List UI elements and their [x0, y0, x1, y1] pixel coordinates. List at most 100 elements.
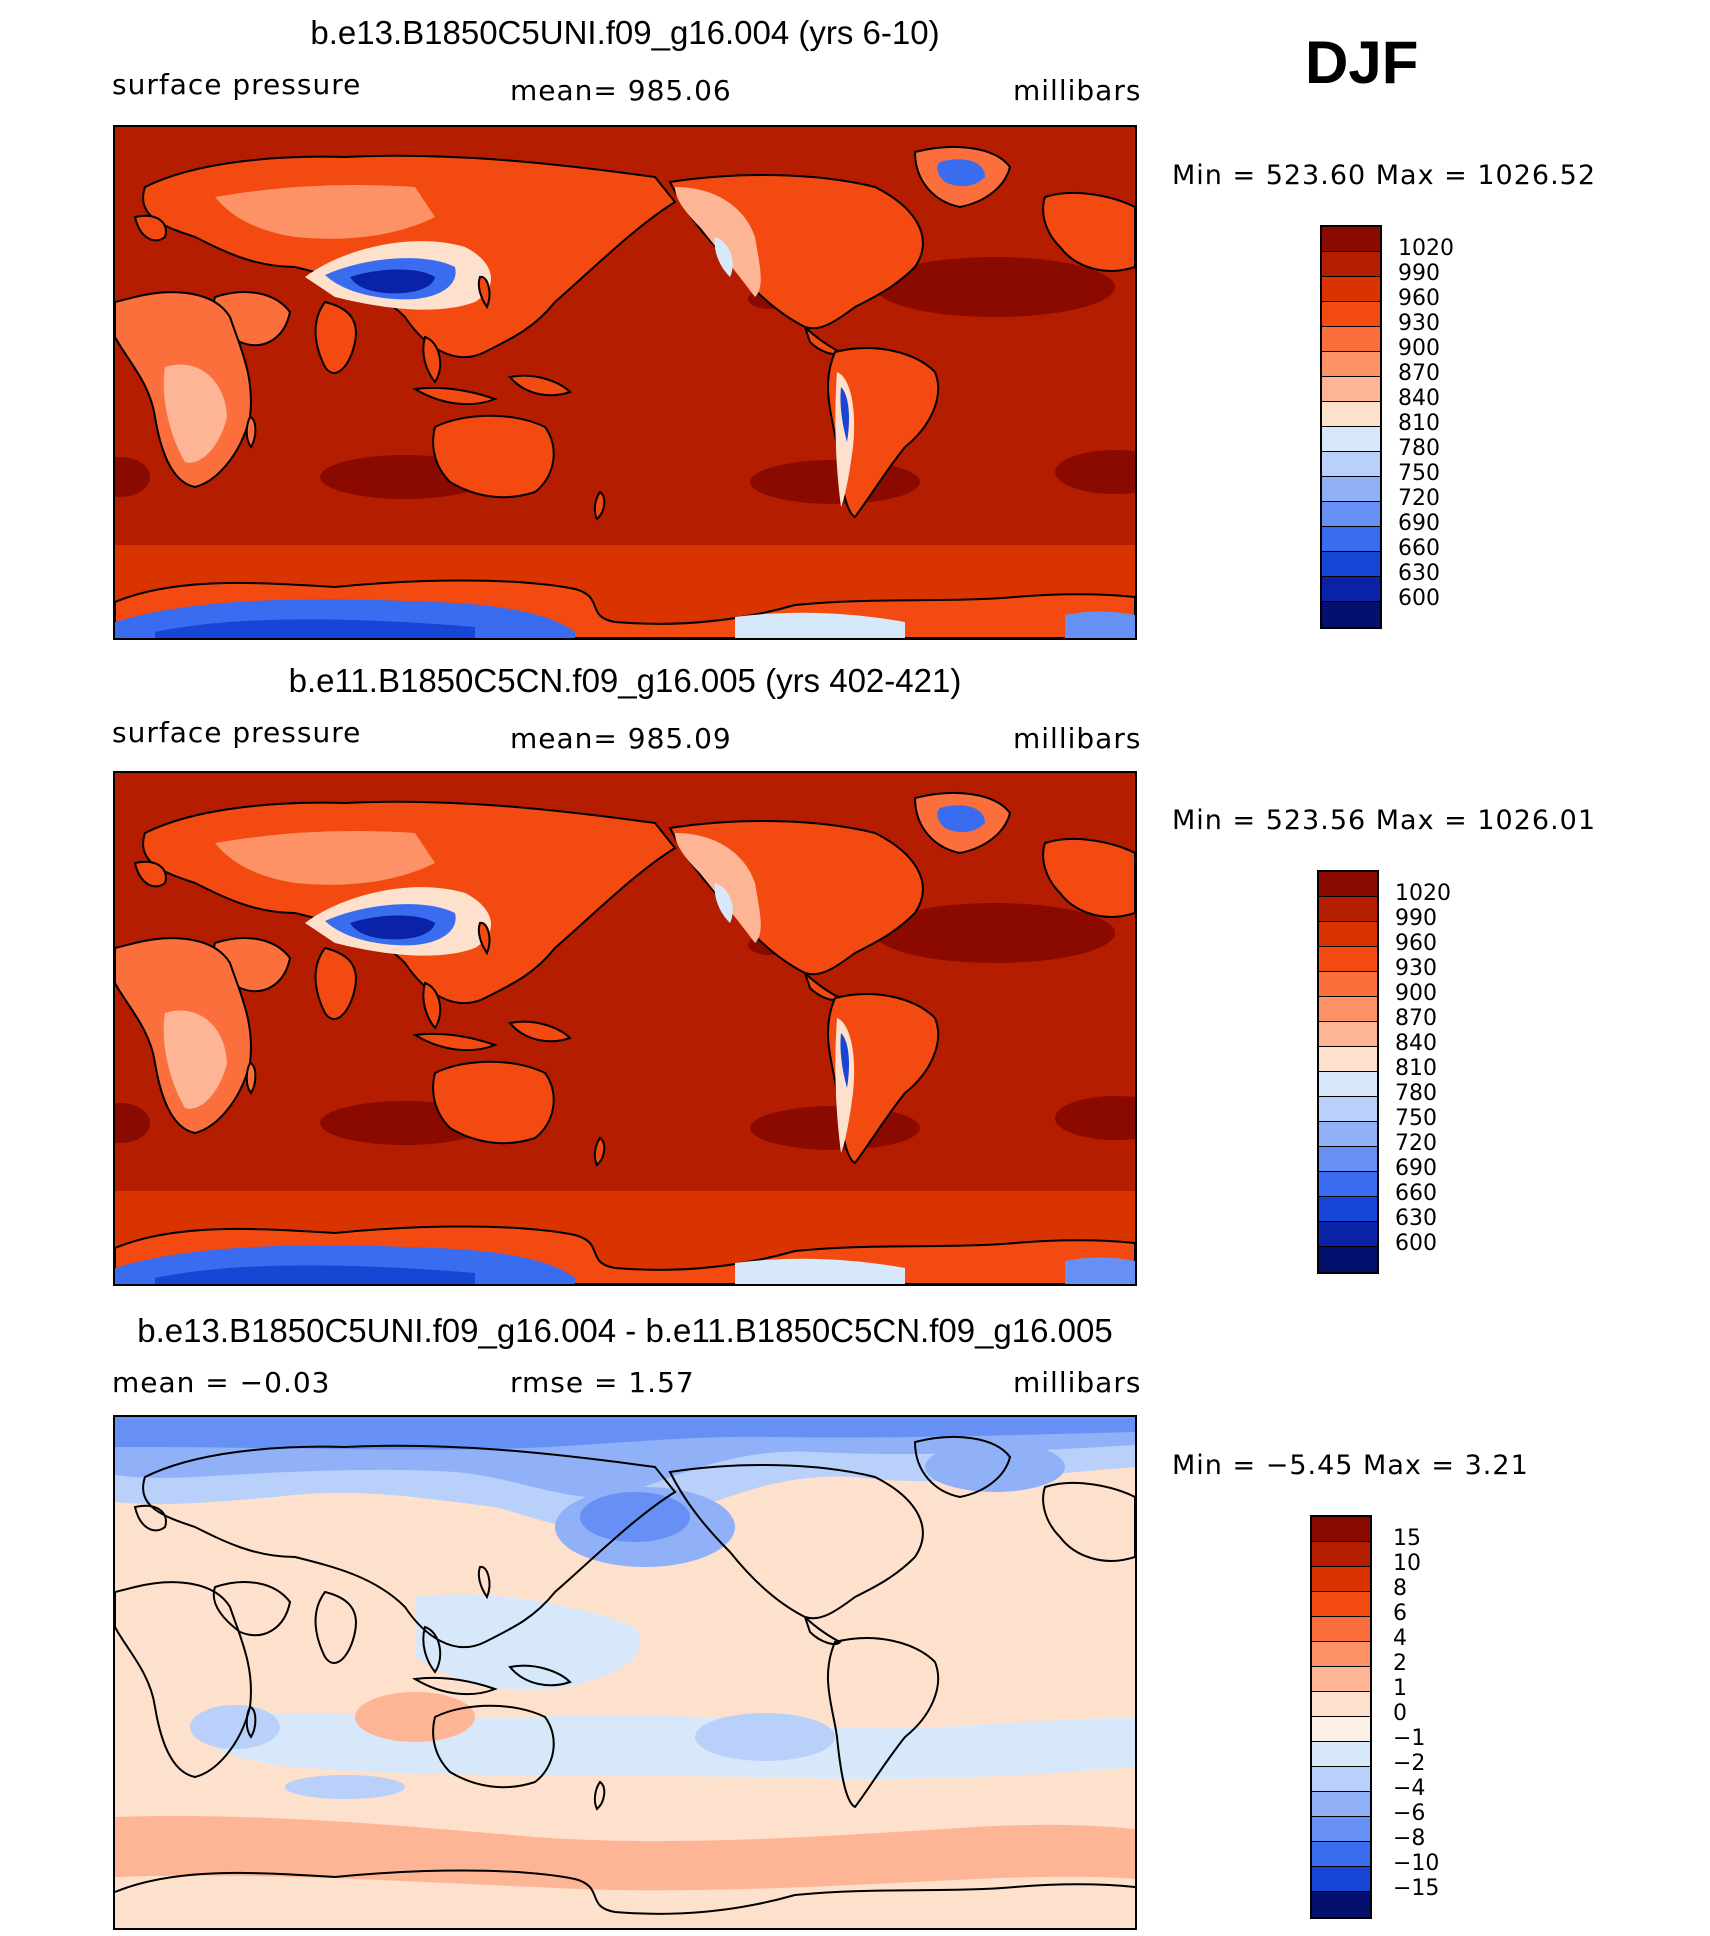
colorbar-swatch [1322, 377, 1380, 402]
panel1-south-america [826, 347, 940, 519]
panel2-high-south-atlantic [1055, 1096, 1135, 1140]
colorbar-tick-label: 0 [1393, 1701, 1407, 1726]
colorbar-swatch [1322, 402, 1380, 427]
panel1-antarctica-east [735, 612, 905, 638]
colorbar-tick-label: 840 [1395, 1031, 1437, 1056]
panel1-rockies-peak [714, 237, 733, 277]
panel3-north-america-coast [668, 1464, 924, 1620]
panel2-high-west [115, 1103, 150, 1143]
panel1-antarctica-east2 [1065, 611, 1135, 638]
panel2-minmax: Min = 523.56 Max = 1026.01 [1172, 805, 1597, 836]
panel2-high-azores [875, 903, 1115, 963]
colorbar-swatch [1319, 1197, 1377, 1222]
colorbar-swatch [1319, 1072, 1377, 1097]
colorbar-tick-label: −6 [1393, 1801, 1426, 1826]
colorbar-tick-label: −4 [1393, 1776, 1426, 1801]
colorbar-tick-label: 990 [1395, 906, 1437, 931]
colorbar-swatch [1319, 1122, 1377, 1147]
panel1-africa-plateau [163, 364, 227, 463]
panel2-uk [133, 860, 167, 888]
panel2-antarctica-east [735, 1258, 905, 1284]
colorbar-swatch [1312, 1767, 1370, 1792]
colorbar-tick-label: 1020 [1395, 881, 1451, 906]
colorbar-tick-label: 870 [1398, 361, 1440, 386]
colorbar-tick-label: 810 [1398, 411, 1440, 436]
colorbar-swatch [1319, 997, 1377, 1022]
season-label: DJF [1305, 29, 1419, 96]
panel2-map [113, 771, 1137, 1286]
colorbar-tick-label: 930 [1398, 311, 1440, 336]
colorbar-tick-label: 690 [1398, 511, 1440, 536]
colorbar-swatch [1312, 1842, 1370, 1867]
colorbar-tick-label: 690 [1395, 1156, 1437, 1181]
panel2-high-south-pacific [750, 1106, 920, 1150]
panel2-antarctica-east2 [1065, 1257, 1135, 1284]
colorbar-swatch [1319, 972, 1377, 997]
panel3-map-svg [115, 1417, 1135, 1928]
colorbar-tick-label: 600 [1398, 586, 1440, 611]
panel3-south-pacific-neg [695, 1713, 835, 1761]
colorbar-tick-label: −8 [1393, 1826, 1426, 1851]
panel2-map-svg [115, 773, 1135, 1284]
panel3-units-label: millibars [1013, 1366, 1142, 1399]
panel3-mean-label: mean = −0.03 [112, 1366, 331, 1399]
colorbar-swatch [1319, 1222, 1377, 1247]
colorbar-swatch [1312, 1717, 1370, 1742]
colorbar-tick-label: 15 [1393, 1526, 1421, 1551]
panel1-eurasia-interior [215, 185, 435, 239]
panel3-central-america-coast [804, 1616, 842, 1645]
colorbar-tick-label: 10 [1393, 1551, 1421, 1576]
colorbar-swatch [1322, 252, 1380, 277]
colorbar-swatch [1319, 1172, 1377, 1197]
panel3-map [113, 1415, 1137, 1930]
panel3-new-zealand-coast [593, 1780, 606, 1811]
panel3-australia-coast [432, 1704, 555, 1789]
panel2-indochina [422, 981, 442, 1030]
panel3-rmse-label: rmse = 1.57 [510, 1366, 695, 1399]
panel1-uk [133, 214, 167, 242]
colorbar-tick-label: 990 [1398, 261, 1440, 286]
panel3-madagascar-coast [245, 1705, 257, 1739]
panel2-colorbar [1317, 870, 1379, 1274]
panel1-andes-rim [835, 372, 855, 507]
panel2-units-label: millibars [1013, 722, 1142, 755]
panel2-new-zealand [593, 1136, 606, 1167]
panel3-coastlines [115, 1436, 1135, 1915]
colorbar-swatch [1312, 1642, 1370, 1667]
panel2-europe-east-edge [1042, 837, 1135, 918]
colorbar-swatch [1312, 1567, 1370, 1592]
colorbar-tick-label: 750 [1395, 1106, 1437, 1131]
panel1-europe-east-edge [1042, 191, 1135, 272]
panel1-indonesia [412, 386, 498, 406]
panel1-japan [477, 275, 491, 310]
colorbar-tick-label: 660 [1398, 536, 1440, 561]
colorbar-tick-label: −10 [1393, 1851, 1440, 1876]
colorbar-swatch [1319, 872, 1377, 897]
panel1-high-south-atlantic [1055, 450, 1135, 494]
colorbar-swatch [1312, 1592, 1370, 1617]
colorbar-tick-label: 840 [1398, 386, 1440, 411]
colorbar-tick-label: 720 [1395, 1131, 1437, 1156]
colorbar-tick-label: 870 [1395, 1006, 1437, 1031]
colorbar-swatch [1312, 1792, 1370, 1817]
colorbar-tick-label: −1 [1393, 1726, 1426, 1751]
panel2-rockies-peak [714, 883, 733, 923]
colorbar-tick-label: 4 [1393, 1626, 1407, 1651]
panel1-variable-label: surface pressure [112, 68, 362, 101]
colorbar-swatch [1319, 1147, 1377, 1172]
colorbar-tick-label: 780 [1398, 436, 1440, 461]
panel2-japan [477, 921, 491, 956]
panel3-title: b.e13.B1850C5UNI.f09_g16.004 - b.e11.B18… [137, 1312, 1113, 1349]
colorbar-tick-label: 960 [1398, 286, 1440, 311]
colorbar-swatch [1322, 277, 1380, 302]
panel2-tibet-core [350, 915, 435, 940]
panel1-title: b.e13.B1850C5UNI.f09_g16.004 (yrs 6-10) [310, 14, 940, 51]
panel1-greenland-core [937, 159, 985, 187]
colorbar-swatch [1319, 1022, 1377, 1047]
panel1-australia [432, 414, 555, 499]
colorbar-tick-label: 960 [1395, 931, 1437, 956]
colorbar-tick-label: 1020 [1398, 236, 1454, 261]
colorbar-swatch [1319, 1047, 1377, 1072]
panel3-south-america-coast [826, 1637, 940, 1809]
panel3-antarctic-band [115, 1875, 1135, 1928]
